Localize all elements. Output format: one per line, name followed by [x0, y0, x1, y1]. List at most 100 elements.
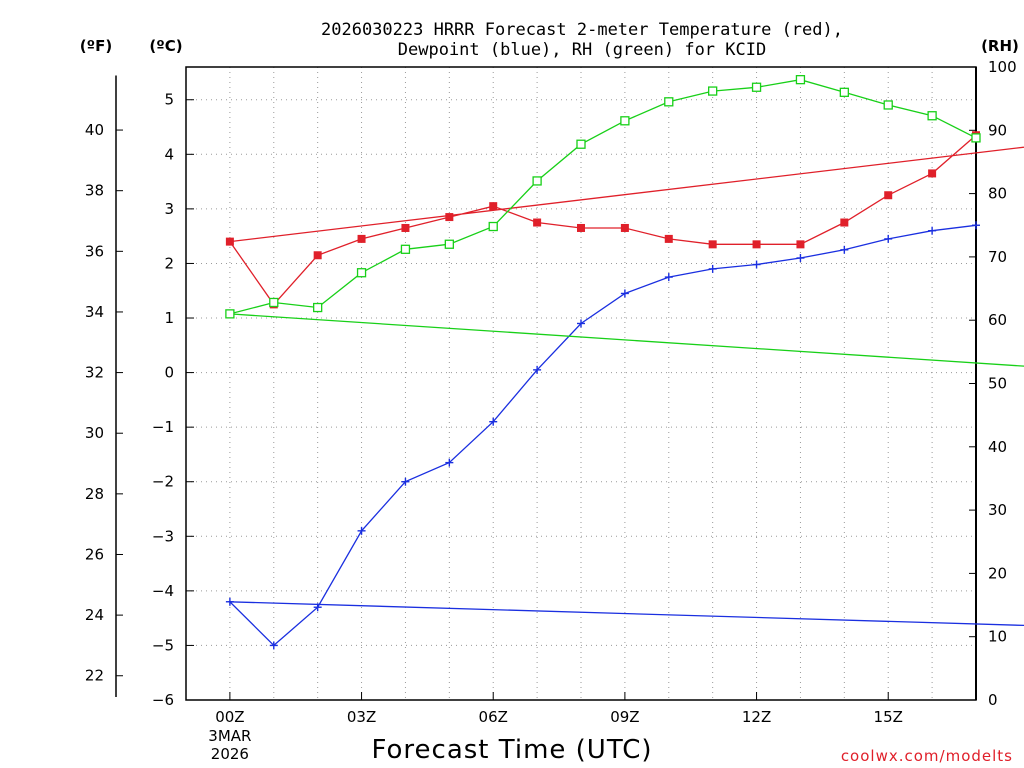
- data-point: [489, 202, 498, 211]
- data-point: [357, 526, 366, 535]
- data-point: [269, 297, 279, 308]
- rh-tick-label: 50: [988, 375, 1007, 393]
- series-layer: [225, 75, 1024, 650]
- data-point: [444, 239, 454, 249]
- data-point: [664, 234, 673, 243]
- data-point: [620, 289, 629, 298]
- rh-tick-label: 70: [988, 248, 1007, 266]
- series-dewpoint: [225, 221, 1024, 650]
- data-point: [839, 87, 849, 97]
- data-point: [752, 240, 761, 249]
- data-point: [356, 268, 367, 278]
- celsius-unit-label: (ºC): [149, 37, 182, 55]
- celsius-tick-label: 1: [164, 309, 174, 327]
- celsius-tick-label: 4: [164, 145, 174, 163]
- data-point: [577, 223, 585, 232]
- celsius-tick-label: 0: [164, 364, 174, 382]
- fahrenheit-tick-label: 36: [85, 242, 104, 260]
- time-tick-label: 09Z: [610, 708, 639, 726]
- data-point: [928, 226, 937, 235]
- fahrenheit-tick-label: 32: [85, 364, 104, 382]
- data-point: [795, 75, 806, 85]
- data-point: [269, 641, 278, 650]
- grid-lines: [186, 67, 976, 701]
- celsius-tick-label: −2: [152, 473, 174, 491]
- data-point: [796, 253, 805, 262]
- data-point: [664, 273, 673, 282]
- chart-title-line-2: Dewpoint (blue), RH (green) for KCID: [398, 40, 766, 60]
- series-rh: [225, 75, 1024, 367]
- data-point: [620, 223, 629, 232]
- data-point: [840, 218, 849, 227]
- date-tick-label: 2026: [211, 745, 249, 763]
- celsius-tick-label: −1: [152, 418, 174, 436]
- data-point: [445, 213, 454, 222]
- celsius-tick-label: 5: [164, 91, 174, 109]
- data-point: [972, 221, 980, 230]
- data-point: [225, 309, 235, 319]
- time-tick-label: 06Z: [479, 708, 508, 726]
- rh-tick-label: 60: [988, 311, 1007, 329]
- rh-axis: 0 10 20 30 40 50 60 70 80 90 100: [969, 58, 1017, 709]
- data-point: [313, 251, 322, 260]
- time-tick-label: 15Z: [874, 708, 903, 726]
- data-point: [225, 237, 234, 246]
- credit-link[interactable]: coolwx.com/modelts: [841, 747, 1013, 765]
- rh-tick-label: 80: [988, 185, 1007, 203]
- data-point: [796, 240, 805, 249]
- rh-tick-label: 30: [988, 501, 1007, 519]
- data-point: [708, 240, 717, 249]
- data-point: [313, 302, 323, 313]
- fahrenheit-tick-label: 40: [85, 121, 104, 139]
- celsius-tick-label: −3: [152, 527, 174, 545]
- rh-tick-label: 100: [988, 58, 1017, 76]
- fahrenheit-tick-label: 38: [85, 182, 104, 200]
- data-point: [928, 169, 937, 178]
- data-point: [751, 82, 762, 92]
- data-point: [400, 244, 411, 254]
- fahrenheit-tick-label: 22: [85, 667, 104, 685]
- data-point: [532, 176, 542, 186]
- data-point: [884, 234, 893, 243]
- data-point: [488, 221, 498, 232]
- data-point: [664, 97, 674, 107]
- celsius-tick-label: 2: [164, 254, 174, 272]
- celsius-axis: −6 −5 −4 −3 −2 −1 0 1 2 3 4 5: [152, 91, 194, 709]
- data-point: [883, 100, 893, 110]
- fahrenheit-tick-label: 34: [85, 303, 104, 321]
- celsius-tick-label: −4: [152, 582, 174, 600]
- rh-tick-label: 0: [988, 691, 998, 709]
- data-point: [577, 319, 585, 328]
- data-point: [576, 139, 586, 149]
- fahrenheit-tick-label: 26: [85, 545, 104, 563]
- data-point: [971, 133, 981, 143]
- rh-tick-label: 90: [988, 121, 1007, 139]
- data-point: [357, 234, 366, 243]
- data-point: [708, 264, 717, 273]
- fahrenheit-axis: 22 24 26 28 30 32 34 36 38 40: [85, 121, 123, 685]
- x-axis-label: Forecast Time (UTC): [371, 735, 652, 765]
- fahrenheit-unit-label: (ºF): [80, 37, 112, 55]
- time-tick-label: 12Z: [742, 708, 771, 726]
- celsius-tick-label: 3: [164, 200, 174, 218]
- fahrenheit-tick-label: 28: [85, 485, 104, 503]
- time-tick-label: 00Z: [215, 708, 244, 726]
- data-point: [401, 223, 410, 232]
- celsius-tick-label: −5: [152, 636, 174, 654]
- fahrenheit-tick-label: 30: [85, 424, 104, 442]
- data-point: [884, 191, 893, 200]
- rh-tick-label: 10: [988, 628, 1007, 646]
- series-line: [228, 224, 1024, 647]
- rh-tick-label: 40: [988, 438, 1007, 456]
- data-point: [401, 477, 410, 486]
- chart-axes: [115, 66, 977, 701]
- date-tick-label: 3MAR: [208, 727, 251, 745]
- fahrenheit-tick-label: 24: [85, 606, 104, 624]
- data-point: [752, 260, 761, 269]
- data-point: [533, 365, 542, 374]
- series-2-meter-temperature: [225, 131, 1024, 309]
- data-point: [620, 116, 630, 126]
- rh-unit-label: (RH): [981, 37, 1019, 55]
